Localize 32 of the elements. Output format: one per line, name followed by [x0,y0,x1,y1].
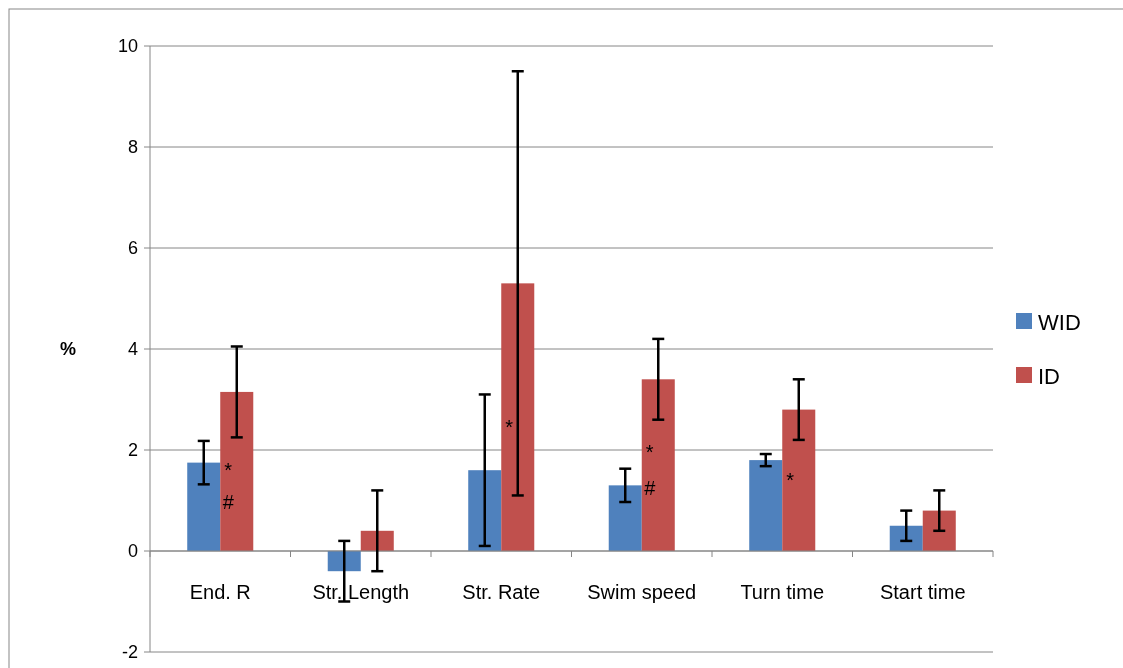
bar [782,409,816,551]
y-tick-label: 6 [127,238,138,259]
y-tick-label: 10 [117,36,138,57]
bar [889,525,923,551]
y-axis-title: % [59,339,77,360]
annotation: # [644,476,657,499]
bar [641,379,675,551]
x-tick-label: Turn time [740,581,825,603]
x-tick-label: Str. Rate [462,581,541,603]
y-tick-label: 2 [127,440,138,461]
bar [749,460,783,551]
x-tick-label: End. R [189,581,251,603]
bar [501,283,535,551]
legend-label: ID [1038,363,1060,389]
x-tick-label: Swim speed [587,581,697,603]
bar [187,462,221,551]
bar [220,391,254,551]
bar [468,470,502,551]
y-tick-label: 0 [127,541,138,562]
bar [608,485,642,551]
legend-label: WID [1038,309,1081,335]
y-tick-label: 8 [127,137,138,158]
annotation: * [224,459,233,482]
x-tick-label: Start time [879,581,966,603]
bar [922,510,956,551]
y-tick-label: -2 [121,642,138,663]
annotation: # [222,490,235,513]
annotation: * [505,416,514,439]
x-tick-label: Str. Length [312,581,410,603]
annotation: * [786,469,795,492]
annotation: * [645,440,654,463]
y-tick-label: 4 [127,339,138,360]
